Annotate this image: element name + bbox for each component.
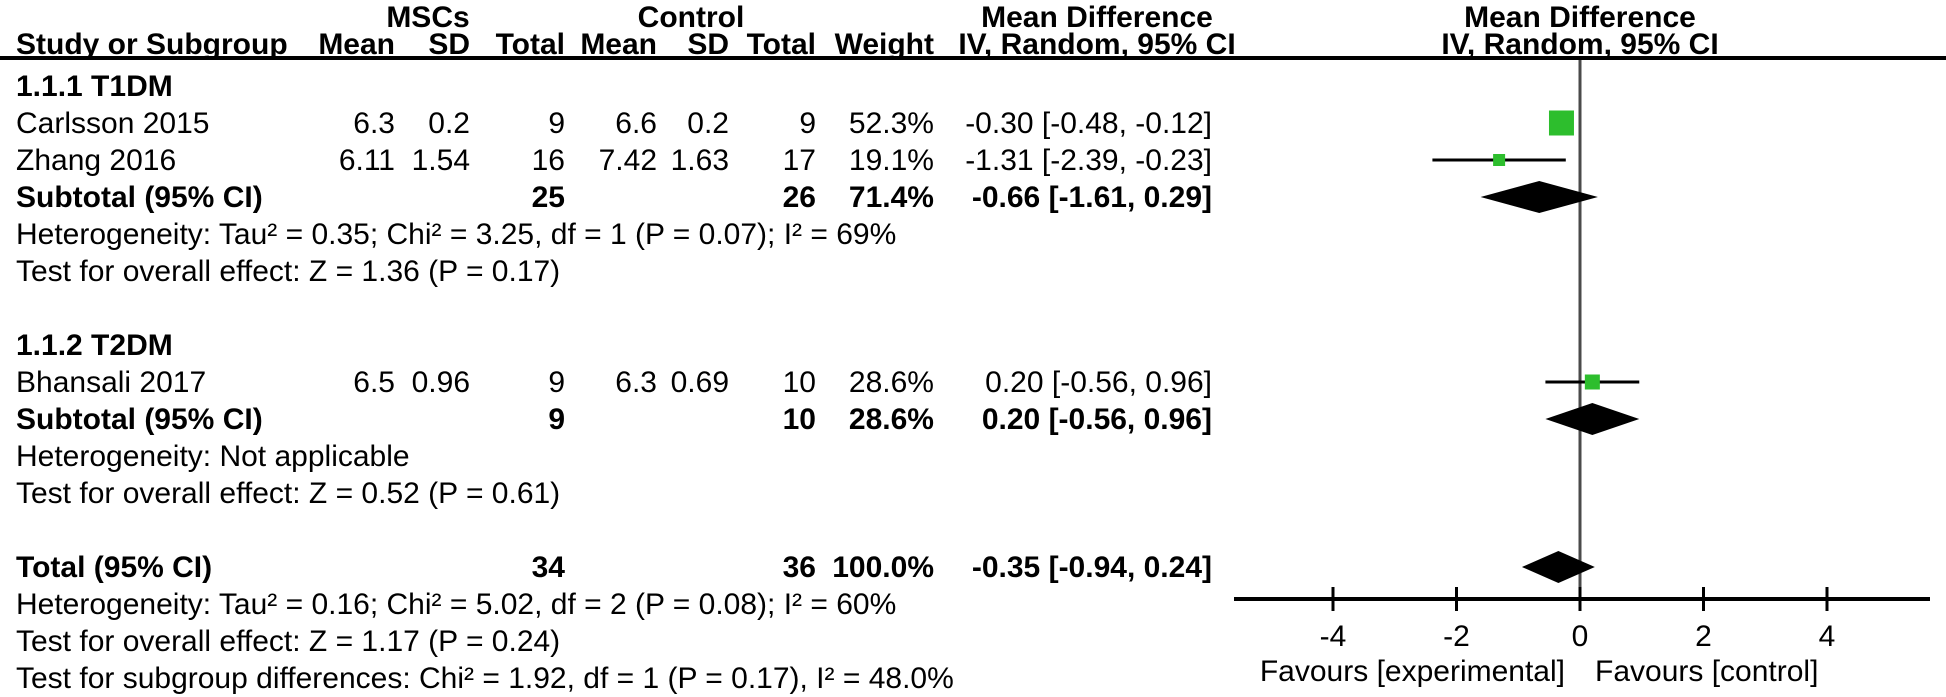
heterogeneity-line-total: Heterogeneity: Tau² = 0.16; Chi² = 5.02,…: [0, 586, 1946, 623]
axis-tick-label-2: 2: [1695, 620, 1712, 653]
subgroup-differences-text: Test for subgroup differences: Chi² = 1.…: [16, 662, 954, 695]
control-total: 9: [799, 107, 816, 140]
subtotal-row-t2dm: Subtotal (95% CI) 9 10 28.6% 0.20 [-0.56…: [0, 401, 1946, 438]
mscs-total: 25: [531, 181, 565, 214]
col-header-ci-left: IV, Random, 95% CI: [958, 28, 1236, 61]
mscs-total: 9: [548, 403, 565, 436]
heterogeneity-text: Heterogeneity: Tau² = 0.16; Chi² = 5.02,…: [16, 588, 897, 621]
axis-tick-label-0: 0: [1572, 620, 1589, 653]
control-mean: 6.3: [615, 366, 657, 399]
col-header-mean-control: Mean: [580, 28, 657, 61]
subtotal-row-t1dm: Subtotal (95% CI) 25 26 71.4% -0.66 [-1.…: [0, 179, 1946, 216]
ci-text: -0.35 [-0.94, 0.24]: [971, 551, 1212, 584]
study-name: Zhang 2016: [16, 144, 177, 177]
axis-tick-label--4: -4: [1320, 620, 1347, 653]
total-label: Total (95% CI): [16, 551, 213, 584]
header-group-mscs: MSCs: [386, 1, 470, 34]
mscs-sd: 1.54: [411, 144, 470, 177]
diamond-subtotal-t1dm: [1480, 181, 1598, 213]
header-divider: [0, 56, 1946, 60]
axis-tick-label--2: -2: [1443, 620, 1470, 653]
favours-experimental-label: Favours [experimental]: [1260, 655, 1565, 688]
overall-effect-text: Test for overall effect: Z = 0.52 (P = 0…: [16, 477, 561, 510]
effect-square-zhang-2016: [1493, 154, 1506, 166]
mscs-total: 16: [531, 144, 565, 177]
subgroup-header-t2dm: 1.1.2 T2DM: [0, 327, 1946, 364]
mscs-total: 34: [531, 551, 565, 584]
mscs-sd: 0.96: [411, 366, 470, 399]
mscs-mean: 6.3: [353, 107, 395, 140]
subtotal-label: Subtotal (95% CI): [16, 403, 263, 436]
control-total: 10: [782, 366, 816, 399]
col-header-sd-mscs: SD: [428, 28, 470, 61]
ci-text: 0.20 [-0.56, 0.96]: [985, 366, 1212, 399]
mscs-total: 9: [548, 366, 565, 399]
weight: 19.1%: [848, 144, 934, 177]
ci-text: -1.31 [-2.39, -0.23]: [965, 144, 1212, 177]
heterogeneity-text: Heterogeneity: Tau² = 0.35; Chi² = 3.25,…: [16, 218, 897, 251]
col-header-sd-control: SD: [687, 28, 729, 61]
col-header-weight: Weight: [834, 28, 934, 61]
overall-effect-text: Test for overall effect: Z = 1.17 (P = 0…: [16, 625, 561, 658]
control-total: 36: [782, 551, 816, 584]
effect-square-carlsson-2015: [1548, 110, 1574, 136]
subgroup-label: 1.1.2 T2DM: [16, 329, 173, 362]
ci-text: 0.20 [-0.56, 0.96]: [981, 403, 1212, 436]
weight: 71.4%: [848, 181, 934, 214]
weight: 28.6%: [848, 403, 934, 436]
diamond-subtotal-t2dm: [1545, 403, 1640, 435]
control-total: 10: [782, 403, 816, 436]
header-row-groups: MSCs Control Mean Difference Mean Differ…: [0, 0, 1946, 36]
axis-tick-label-4: 4: [1819, 620, 1836, 653]
col-header-mean-mscs: Mean: [318, 28, 395, 61]
control-sd: 0.2: [687, 107, 729, 140]
control-sd: 1.63: [670, 144, 729, 177]
control-mean: 6.6: [615, 107, 657, 140]
col-header-study: Study or Subgroup: [16, 28, 288, 61]
favours-control-label: Favours [control]: [1595, 655, 1818, 688]
subgroup-label: 1.1.1 T1DM: [16, 70, 173, 103]
header-group-control: Control: [637, 1, 745, 34]
col-header-ci-right: IV, Random, 95% CI: [1441, 28, 1719, 61]
heterogeneity-line-t2dm: Heterogeneity: Not applicable: [0, 438, 1946, 475]
study-row-bhansali-2017: Bhansali 2017 6.5 0.96 9 6.3 0.69 10 28.…: [0, 364, 1946, 401]
mscs-total: 9: [548, 107, 565, 140]
mscs-sd: 0.2: [428, 107, 470, 140]
ci-text: -0.66 [-1.61, 0.29]: [971, 181, 1212, 214]
study-name: Carlsson 2015: [16, 107, 210, 140]
header-row-columns: Study or Subgroup Mean SD Total Mean SD …: [0, 26, 1946, 63]
subgroup-header-t1dm: 1.1.1 T1DM: [0, 68, 1946, 105]
total-row: Total (95% CI) 34 36 100.0% -0.35 [-0.94…: [0, 549, 1946, 586]
subgroup-differences-line: Test for subgroup differences: Chi² = 1.…: [0, 660, 1946, 697]
mscs-mean: 6.11: [338, 144, 395, 177]
header-effect-title-left: Mean Difference: [981, 1, 1213, 34]
control-total: 26: [782, 181, 816, 214]
study-row-carlsson-2015: Carlsson 2015 6.3 0.2 9 6.6 0.2 9 52.3% …: [0, 105, 1946, 142]
overall-effect-line-total: Test for overall effect: Z = 1.17 (P = 0…: [0, 623, 1946, 660]
weight: 52.3%: [848, 107, 934, 140]
overall-effect-text: Test for overall effect: Z = 1.36 (P = 0…: [16, 255, 561, 288]
overall-effect-line-t1dm: Test for overall effect: Z = 1.36 (P = 0…: [0, 253, 1946, 290]
col-header-total-control: Total: [746, 28, 816, 61]
subtotal-label: Subtotal (95% CI): [16, 181, 263, 214]
effect-square-bhansali-2017: [1584, 374, 1600, 390]
study-name: Bhansali 2017: [16, 366, 207, 399]
col-header-total-mscs: Total: [495, 28, 565, 61]
control-mean: 7.42: [598, 144, 657, 177]
weight: 28.6%: [848, 366, 934, 399]
control-sd: 0.69: [670, 366, 729, 399]
control-total: 17: [782, 144, 816, 177]
mscs-mean: 6.5: [353, 366, 395, 399]
study-row-zhang-2016: Zhang 2016 6.11 1.54 16 7.42 1.63 17 19.…: [0, 142, 1946, 179]
weight: 100.0%: [832, 551, 934, 584]
header-effect-title-right: Mean Difference: [1464, 1, 1696, 34]
heterogeneity-text: Heterogeneity: Not applicable: [16, 440, 410, 473]
heterogeneity-line-t1dm: Heterogeneity: Tau² = 0.35; Chi² = 3.25,…: [0, 216, 1946, 253]
diamond-total: [1521, 551, 1595, 583]
overall-effect-line-t2dm: Test for overall effect: Z = 0.52 (P = 0…: [0, 475, 1946, 512]
ci-text: -0.30 [-0.48, -0.12]: [965, 107, 1212, 140]
